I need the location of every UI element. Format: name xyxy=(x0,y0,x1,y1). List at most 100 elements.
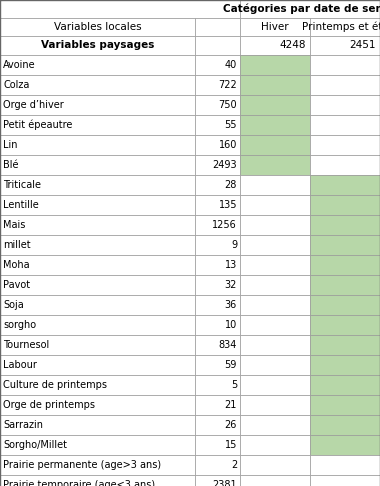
Bar xyxy=(310,435,380,455)
Text: Printemps et été: Printemps et été xyxy=(302,22,380,32)
Bar xyxy=(0,355,195,375)
Bar xyxy=(195,335,240,355)
Bar xyxy=(240,115,310,135)
Bar xyxy=(240,255,310,275)
Text: 32: 32 xyxy=(225,280,237,290)
Bar xyxy=(240,135,310,155)
Text: 9: 9 xyxy=(231,240,237,250)
Bar xyxy=(0,175,195,195)
Text: Orge d’hiver: Orge d’hiver xyxy=(3,100,64,110)
Bar xyxy=(195,195,240,215)
Text: 21: 21 xyxy=(225,400,237,410)
Bar xyxy=(195,435,240,455)
Bar xyxy=(310,115,380,135)
Bar xyxy=(240,335,310,355)
Text: Mais: Mais xyxy=(3,220,25,230)
Bar xyxy=(195,475,240,486)
Text: Avoine: Avoine xyxy=(3,60,36,70)
Bar xyxy=(0,395,195,415)
Bar xyxy=(0,0,240,18)
Text: 36: 36 xyxy=(225,300,237,310)
Bar xyxy=(240,235,310,255)
Text: Orge de printemps: Orge de printemps xyxy=(3,400,95,410)
Text: 2451: 2451 xyxy=(350,40,376,51)
Text: 26: 26 xyxy=(225,420,237,430)
Text: 722: 722 xyxy=(218,80,237,90)
Bar xyxy=(240,0,380,18)
Bar xyxy=(310,275,380,295)
Bar xyxy=(310,375,380,395)
Bar xyxy=(0,255,195,275)
Bar xyxy=(240,375,310,395)
Bar xyxy=(310,135,380,155)
Bar xyxy=(195,275,240,295)
Text: 160: 160 xyxy=(218,140,237,150)
Bar xyxy=(240,415,310,435)
Text: 40: 40 xyxy=(225,60,237,70)
Bar xyxy=(0,36,195,55)
Bar xyxy=(240,155,310,175)
Bar xyxy=(310,455,380,475)
Bar xyxy=(195,215,240,235)
Bar xyxy=(310,395,380,415)
Bar xyxy=(0,155,195,175)
Text: Tournesol: Tournesol xyxy=(3,340,49,350)
Bar xyxy=(310,315,380,335)
Bar xyxy=(240,355,310,375)
Text: 834: 834 xyxy=(218,340,237,350)
Bar xyxy=(240,195,310,215)
Text: 135: 135 xyxy=(218,200,237,210)
Bar xyxy=(240,295,310,315)
Text: Labour: Labour xyxy=(3,360,37,370)
Bar xyxy=(195,18,240,36)
Bar xyxy=(0,95,195,115)
Bar xyxy=(195,155,240,175)
Bar xyxy=(240,175,310,195)
Text: Moha: Moha xyxy=(3,260,30,270)
Bar xyxy=(310,155,380,175)
Bar xyxy=(0,55,195,75)
Bar xyxy=(195,36,240,55)
Text: 10: 10 xyxy=(225,320,237,330)
Bar xyxy=(195,135,240,155)
Bar xyxy=(195,75,240,95)
Text: 1256: 1256 xyxy=(212,220,237,230)
Bar xyxy=(310,175,380,195)
Text: Variables locales: Variables locales xyxy=(54,22,141,32)
Bar xyxy=(195,315,240,335)
Bar xyxy=(310,215,380,235)
Bar xyxy=(0,235,195,255)
Bar xyxy=(0,75,195,95)
Text: 55: 55 xyxy=(225,120,237,130)
Text: Variables paysages: Variables paysages xyxy=(41,40,154,51)
Bar xyxy=(310,475,380,486)
Text: millet: millet xyxy=(3,240,31,250)
Bar xyxy=(0,18,195,36)
Bar xyxy=(240,435,310,455)
Bar xyxy=(310,95,380,115)
Text: 59: 59 xyxy=(225,360,237,370)
Text: Hiver: Hiver xyxy=(261,22,289,32)
Bar xyxy=(0,115,195,135)
Text: 2493: 2493 xyxy=(212,160,237,170)
Text: sorgho: sorgho xyxy=(3,320,36,330)
Bar xyxy=(310,415,380,435)
Bar xyxy=(195,355,240,375)
Bar xyxy=(310,255,380,275)
Bar xyxy=(195,115,240,135)
Text: 15: 15 xyxy=(225,440,237,450)
Bar xyxy=(240,95,310,115)
Bar xyxy=(240,75,310,95)
Bar xyxy=(310,355,380,375)
Text: 2: 2 xyxy=(231,460,237,470)
Bar xyxy=(195,395,240,415)
Text: Soja: Soja xyxy=(3,300,24,310)
Bar xyxy=(0,315,195,335)
Bar xyxy=(195,235,240,255)
Bar xyxy=(0,375,195,395)
Bar xyxy=(0,295,195,315)
Text: Sarrazin: Sarrazin xyxy=(3,420,43,430)
Text: Culture de printemps: Culture de printemps xyxy=(3,380,107,390)
Bar xyxy=(0,215,195,235)
Bar xyxy=(310,335,380,355)
